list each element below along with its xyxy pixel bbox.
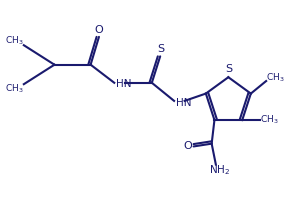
- Text: S: S: [225, 65, 232, 74]
- Text: HN: HN: [176, 98, 191, 108]
- Text: S: S: [157, 44, 164, 54]
- Text: O: O: [95, 25, 103, 35]
- Text: CH$_3$: CH$_3$: [5, 35, 24, 47]
- Text: CH$_3$: CH$_3$: [5, 82, 24, 95]
- Text: HN: HN: [117, 79, 132, 89]
- Text: O: O: [184, 141, 192, 151]
- Text: NH$_2$: NH$_2$: [209, 163, 230, 177]
- Text: CH$_3$: CH$_3$: [266, 71, 284, 84]
- Text: CH$_3$: CH$_3$: [260, 114, 279, 126]
